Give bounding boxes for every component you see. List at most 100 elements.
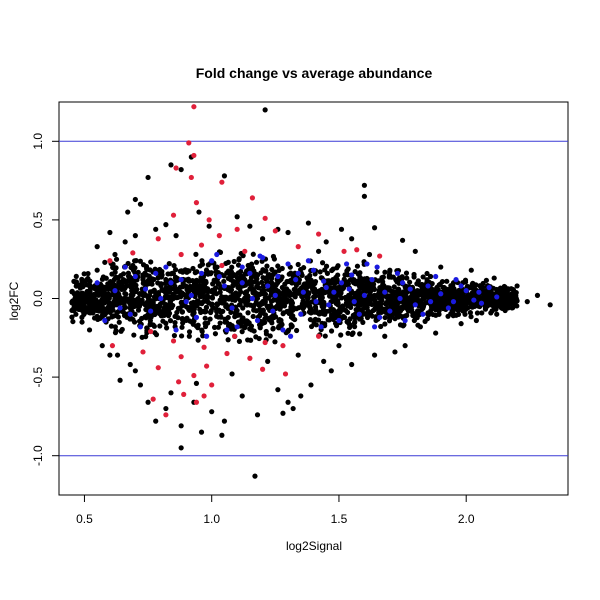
data-point: [307, 316, 314, 323]
data-point: [280, 327, 286, 333]
data-point: [235, 284, 241, 291]
y-tick-label: 1.0: [31, 133, 45, 150]
data-point: [79, 305, 85, 311]
data-point: [262, 107, 268, 113]
data-point: [247, 326, 253, 332]
data-point: [300, 289, 306, 295]
data-point: [237, 289, 244, 295]
data-point: [465, 299, 471, 305]
data-point: [361, 292, 367, 298]
data-point: [122, 239, 128, 245]
data-point: [153, 226, 159, 232]
data-point: [151, 323, 157, 329]
data-point: [207, 316, 213, 322]
data-point: [218, 309, 224, 316]
data-point: [486, 284, 492, 291]
data-point: [176, 379, 182, 385]
data-point: [171, 332, 178, 339]
data-point: [214, 301, 220, 307]
data-point: [100, 274, 106, 280]
data-point: [420, 311, 426, 317]
data-point: [387, 308, 393, 314]
data-point: [255, 291, 261, 297]
data-point: [86, 327, 93, 333]
data-point: [254, 317, 261, 324]
data-point: [102, 317, 108, 324]
data-point: [256, 335, 262, 342]
data-point: [153, 418, 159, 424]
data-point: [143, 334, 149, 340]
data-point: [225, 287, 231, 293]
data-point: [202, 315, 208, 321]
data-point: [265, 272, 271, 278]
data-point: [322, 289, 328, 296]
data-point: [285, 289, 291, 295]
data-point: [193, 314, 200, 320]
data-point: [352, 319, 358, 325]
data-point: [234, 279, 240, 285]
data-point: [257, 253, 263, 259]
data-point: [163, 405, 169, 412]
data-point: [206, 217, 212, 223]
data-point: [288, 306, 294, 312]
data-point: [190, 299, 197, 306]
y-tick-label: 0.0: [31, 290, 45, 307]
data-point: [451, 305, 457, 311]
data-point: [229, 264, 235, 270]
data-point: [178, 268, 184, 274]
data-point: [351, 299, 357, 305]
data-point: [427, 310, 433, 316]
data-point: [113, 256, 120, 262]
data-point: [342, 272, 348, 278]
data-point: [319, 260, 326, 266]
data-point: [264, 263, 270, 269]
data-point: [453, 312, 459, 318]
data-point: [152, 311, 158, 318]
data-point: [162, 301, 168, 307]
data-point: [178, 445, 184, 451]
data-point: [308, 382, 314, 388]
data-point: [356, 316, 363, 322]
data-point: [382, 289, 388, 295]
data-point: [400, 299, 406, 305]
data-point: [185, 287, 191, 294]
data-point: [361, 193, 367, 199]
data-point: [145, 295, 151, 301]
data-point: [270, 308, 276, 314]
data-point: [262, 295, 268, 301]
data-point: [190, 305, 197, 311]
data-point: [179, 292, 185, 298]
data-point: [358, 302, 364, 308]
data-point: [371, 225, 378, 231]
data-point: [350, 330, 356, 336]
data-point: [140, 262, 147, 268]
data-point: [215, 324, 222, 330]
data-point: [167, 302, 174, 308]
data-point: [281, 293, 287, 299]
data-point: [247, 355, 253, 361]
data-point: [287, 333, 294, 339]
data-point: [492, 306, 499, 312]
data-point: [131, 332, 137, 338]
data-point: [183, 299, 189, 305]
data-point: [191, 104, 197, 110]
data-point: [505, 300, 511, 306]
data-point: [265, 283, 271, 289]
data-point: [420, 296, 426, 302]
data-point: [236, 256, 242, 262]
data-point: [222, 319, 228, 325]
data-point: [315, 333, 322, 339]
data-point: [242, 248, 248, 254]
data-point: [445, 313, 451, 319]
data-point: [190, 265, 196, 272]
data-point: [420, 305, 426, 311]
data-point: [312, 316, 318, 322]
y-axis-label: log2FC: [7, 281, 21, 320]
data-point: [239, 393, 245, 399]
data-point: [195, 337, 201, 343]
data-point: [146, 273, 152, 279]
data-point: [472, 286, 479, 292]
data-point: [390, 274, 396, 280]
data-point: [433, 273, 439, 280]
data-point: [319, 300, 325, 306]
